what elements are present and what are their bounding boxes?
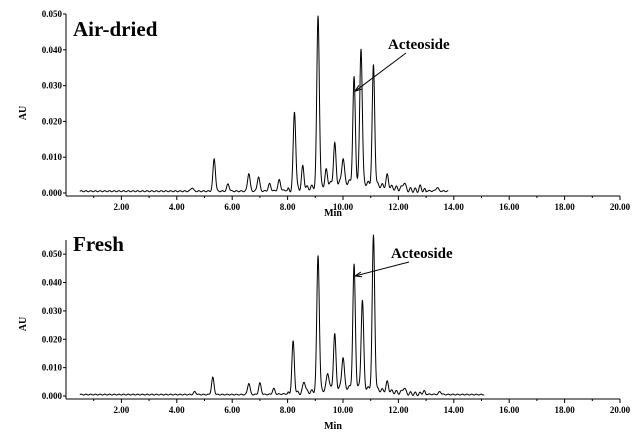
x-tick-label: 18.00 xyxy=(554,405,575,415)
y-axis-title: AU xyxy=(18,317,29,331)
y-tick-label: 0.040 xyxy=(42,278,63,288)
panel-title: Fresh xyxy=(73,232,124,256)
x-tick-label: 2.00 xyxy=(114,405,130,415)
x-tick-label: 8.00 xyxy=(280,202,296,212)
chart-panel-1: 0.000 0.010 0.020 0.030 0.040 0.050 2.00 4.00 6.… xyxy=(18,9,631,219)
annotation-label: Acteoside xyxy=(388,37,450,53)
x-tick-label: 14.00 xyxy=(444,202,465,212)
annotation-arrow xyxy=(355,53,406,91)
chart-panel-2: 0.000 0.010 0.020 0.030 0.040 0.050 2.00 4.00 6.… xyxy=(18,232,631,432)
y-tick-label: 0.000 xyxy=(42,188,63,198)
x-tick-label: 12.00 xyxy=(388,405,409,415)
x-tick-label: 16.00 xyxy=(499,202,520,212)
y-tick-label: 0.030 xyxy=(42,81,63,91)
x-tick-label: 14.00 xyxy=(444,405,465,415)
x-tick-label: 12.00 xyxy=(388,202,409,212)
y-tick-label: 0.020 xyxy=(42,334,63,344)
y-tick-label: 0.040 xyxy=(42,45,63,55)
x-axis-title: Min xyxy=(324,421,342,432)
x-tick-label: 16.00 xyxy=(499,405,520,415)
x-tick-label: 18.00 xyxy=(554,202,575,212)
y-tick-label: 0.010 xyxy=(42,152,63,162)
y-tick-label: 0.030 xyxy=(42,306,63,316)
x-tick-label: 6.00 xyxy=(224,405,240,415)
x-tick-label: 10.00 xyxy=(333,405,354,415)
annotation-arrow xyxy=(355,262,409,276)
x-tick-label: 2.00 xyxy=(114,202,130,212)
annotation-label: Acteoside xyxy=(391,246,453,262)
y-tick-label: 0.020 xyxy=(42,116,63,126)
y-tick-label: 0.050 xyxy=(42,249,63,259)
x-tick-label: 4.00 xyxy=(169,405,185,415)
x-tick-label: 20.00 xyxy=(610,405,631,415)
panel-title: Air-dried xyxy=(73,17,158,41)
y-tick-label: 0.050 xyxy=(42,9,63,19)
y-axis-title: AU xyxy=(18,106,29,120)
x-tick-label: 8.00 xyxy=(280,405,296,415)
y-tick-label: 0.000 xyxy=(42,391,63,401)
x-tick-label: 4.00 xyxy=(169,202,185,212)
x-tick-label: 20.00 xyxy=(610,202,631,212)
y-tick-label: 0.010 xyxy=(42,363,63,373)
x-axis-title: Min xyxy=(324,208,342,219)
x-tick-label: 6.00 xyxy=(224,202,240,212)
